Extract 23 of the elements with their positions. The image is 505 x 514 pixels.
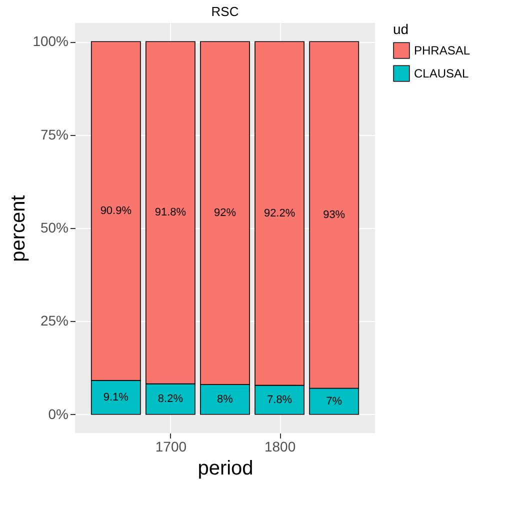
- data-label: 91.8%: [154, 206, 186, 219]
- y-tick-label: 50%: [40, 220, 68, 236]
- y-tick-label: 100%: [32, 33, 68, 50]
- x-tick-label: 1800: [264, 438, 296, 454]
- x-tick-label: 1700: [155, 438, 187, 454]
- data-label: 93%: [323, 208, 346, 221]
- data-label: 92%: [214, 207, 236, 220]
- y-tick-label: 25%: [40, 312, 68, 329]
- x-axis-title: period: [198, 458, 254, 480]
- data-label: 7%: [326, 395, 342, 408]
- data-label: 8.2%: [158, 393, 184, 406]
- y-axis-title: percent: [8, 194, 30, 262]
- y-tick-label: 75%: [40, 126, 68, 142]
- legend-title: ud: [393, 21, 409, 37]
- data-label: 90.9%: [100, 205, 132, 218]
- data-label: 7.8%: [267, 394, 292, 406]
- data-label: 8%: [217, 393, 234, 406]
- chart-title: RSC: [211, 4, 239, 19]
- data-label: 92.2%: [264, 207, 296, 220]
- legend-label: PHRASAL: [414, 44, 470, 58]
- legend-label: CLAUSAL: [414, 66, 470, 80]
- y-tick-label: 0%: [48, 406, 68, 422]
- data-label: 9.1%: [103, 391, 129, 404]
